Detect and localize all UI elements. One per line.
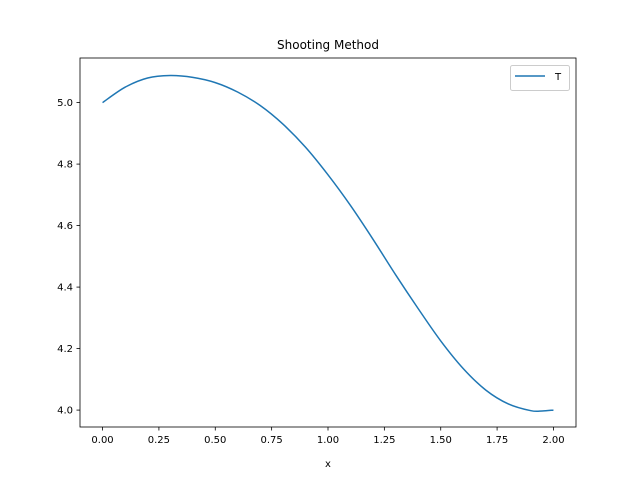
x-tick-label: 0.25 xyxy=(148,435,170,446)
x-axis-label: x xyxy=(325,459,331,470)
legend-frame xyxy=(510,65,570,91)
x-tick-label: 0.50 xyxy=(204,435,226,446)
plot-area: 0.00 0.25 0.50 0.75 1.00 1.25 1.50 1.75 2.00 4.0 4… xyxy=(57,57,577,446)
x-tick-label: 1.50 xyxy=(430,435,452,446)
series-line-0 xyxy=(102,74,554,413)
y-tick-label: 4.2 xyxy=(57,344,73,355)
legend-entry-label: T xyxy=(554,72,562,83)
y-tick-label: 5.0 xyxy=(57,98,73,109)
x-tick-label: 0.75 xyxy=(261,435,283,446)
y-tick-label: 4.4 xyxy=(57,283,73,294)
x-tick-label: 1.75 xyxy=(486,435,508,446)
x-tick-label: 1.00 xyxy=(317,435,339,446)
x-tick-label: 1.25 xyxy=(373,435,395,446)
legend: T xyxy=(510,65,570,91)
y-tick-label: 4.6 xyxy=(57,221,73,232)
x-tick-label: 0.00 xyxy=(91,435,113,446)
y-tick-label: 4.0 xyxy=(57,406,73,417)
x-tick-label: 2.00 xyxy=(542,435,564,446)
y-tick-label: 4.8 xyxy=(57,160,73,171)
chart-title: Shooting Method xyxy=(277,38,379,52)
